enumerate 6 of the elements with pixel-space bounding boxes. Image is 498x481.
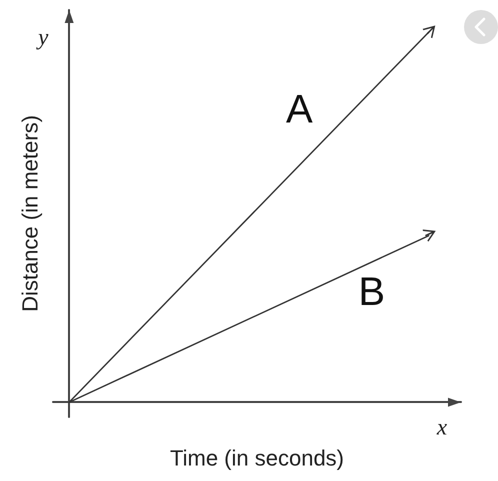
series-label: A xyxy=(286,87,313,132)
x-axis-title: Time (in seconds) xyxy=(170,446,344,470)
annotation: y xyxy=(36,24,50,50)
text: x xyxy=(436,414,448,440)
y-axis-title: Distance (in meters) xyxy=(18,115,42,312)
series-label: B xyxy=(358,270,386,314)
